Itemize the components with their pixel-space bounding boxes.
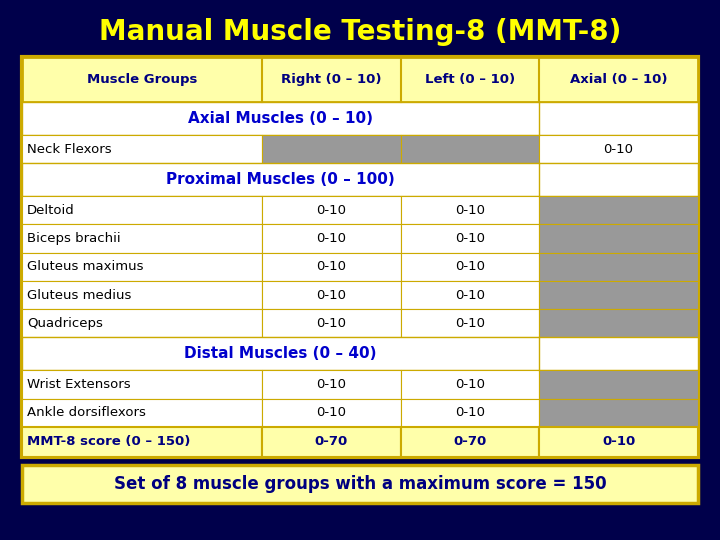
Text: 0-10: 0-10 <box>455 378 485 391</box>
Text: 0-10: 0-10 <box>316 204 346 217</box>
Text: 0-10: 0-10 <box>455 232 485 245</box>
Text: 0-10: 0-10 <box>455 204 485 217</box>
Bar <box>22 281 262 309</box>
Bar <box>539 196 698 225</box>
Bar <box>22 309 262 338</box>
Bar <box>262 281 400 309</box>
Bar <box>22 57 698 457</box>
Bar <box>22 102 698 135</box>
Bar <box>262 196 400 225</box>
Bar <box>22 196 262 225</box>
Bar <box>539 399 698 427</box>
Text: 0-10: 0-10 <box>455 288 485 301</box>
Text: 0-10: 0-10 <box>603 143 634 156</box>
Text: Manual Muscle Testing-8 (MMT-8): Manual Muscle Testing-8 (MMT-8) <box>99 18 621 46</box>
Text: 0-10: 0-10 <box>602 435 635 448</box>
Text: Ankle dorsiflexors: Ankle dorsiflexors <box>27 406 146 419</box>
Bar <box>22 57 698 102</box>
Bar <box>400 253 539 281</box>
Bar <box>539 281 698 309</box>
Bar <box>539 370 698 399</box>
Text: Distal Muscles (0 – 40): Distal Muscles (0 – 40) <box>184 346 377 361</box>
Text: Gluteus medius: Gluteus medius <box>27 288 131 301</box>
Text: MMT-8 score (0 – 150): MMT-8 score (0 – 150) <box>27 435 190 448</box>
Bar <box>262 309 400 338</box>
Bar <box>539 225 698 253</box>
Bar <box>22 338 698 370</box>
Text: Gluteus maximus: Gluteus maximus <box>27 260 143 273</box>
Text: 0-10: 0-10 <box>316 406 346 419</box>
Bar <box>262 135 400 163</box>
Bar <box>22 135 262 163</box>
Text: Wrist Extensors: Wrist Extensors <box>27 378 130 391</box>
Text: 0-70: 0-70 <box>315 435 348 448</box>
Bar <box>262 370 400 399</box>
Text: 0-10: 0-10 <box>455 317 485 330</box>
Bar <box>22 253 262 281</box>
Text: 0-10: 0-10 <box>316 260 346 273</box>
Text: Axial (0 – 10): Axial (0 – 10) <box>570 73 667 86</box>
Text: 0-10: 0-10 <box>316 378 346 391</box>
Bar <box>22 163 698 196</box>
Text: Deltoid: Deltoid <box>27 204 75 217</box>
Text: Set of 8 muscle groups with a maximum score = 150: Set of 8 muscle groups with a maximum sc… <box>114 475 606 493</box>
Text: Neck Flexors: Neck Flexors <box>27 143 112 156</box>
Bar <box>400 309 539 338</box>
Bar <box>22 427 262 457</box>
Bar <box>400 427 539 457</box>
Bar <box>400 370 539 399</box>
Bar <box>22 370 262 399</box>
Bar <box>539 427 698 457</box>
Text: 0-10: 0-10 <box>316 317 346 330</box>
Bar <box>262 427 400 457</box>
Bar <box>22 225 262 253</box>
Bar <box>539 253 698 281</box>
Bar <box>400 196 539 225</box>
Bar <box>22 465 698 503</box>
Text: Right (0 – 10): Right (0 – 10) <box>281 73 382 86</box>
Bar <box>539 135 698 163</box>
Bar <box>262 253 400 281</box>
Bar <box>400 281 539 309</box>
Text: Proximal Muscles (0 – 100): Proximal Muscles (0 – 100) <box>166 172 395 187</box>
Text: Muscle Groups: Muscle Groups <box>87 73 197 86</box>
Text: 0-70: 0-70 <box>453 435 487 448</box>
Bar <box>262 225 400 253</box>
Text: 0-10: 0-10 <box>455 260 485 273</box>
Bar <box>400 135 539 163</box>
Text: 0-10: 0-10 <box>316 232 346 245</box>
Text: Left (0 – 10): Left (0 – 10) <box>425 73 515 86</box>
Text: 0-10: 0-10 <box>316 288 346 301</box>
Bar <box>400 225 539 253</box>
Text: Axial Muscles (0 – 10): Axial Muscles (0 – 10) <box>188 111 373 126</box>
Text: 0-10: 0-10 <box>455 406 485 419</box>
Text: Quadriceps: Quadriceps <box>27 317 103 330</box>
Bar <box>262 399 400 427</box>
Bar <box>539 309 698 338</box>
Bar <box>22 399 262 427</box>
Text: Biceps brachii: Biceps brachii <box>27 232 121 245</box>
Bar <box>400 399 539 427</box>
